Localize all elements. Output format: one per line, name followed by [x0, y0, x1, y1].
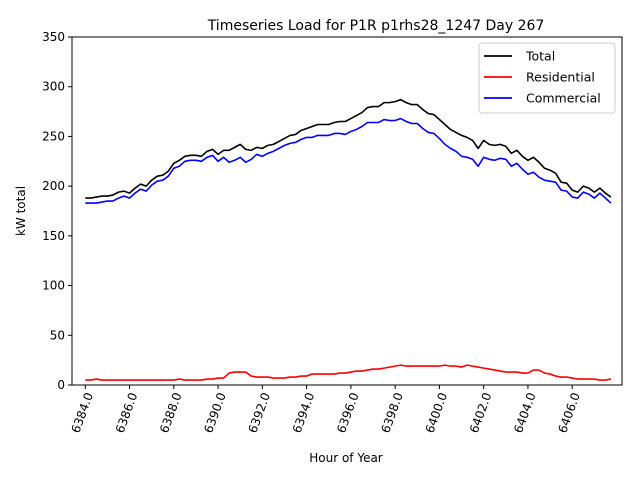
legend-label-commercial: Commercial: [526, 91, 601, 106]
legend-box: [478, 42, 616, 114]
y-tick-label: 50: [50, 328, 65, 342]
chart-title: Timeseries Load for P1R p1rhs28_1247 Day…: [207, 18, 545, 34]
y-axis: 0 50 100 150 200 250 300 350: [42, 30, 72, 392]
y-axis-label: kW total: [14, 186, 28, 236]
legend: Total Residential Commercial: [478, 42, 616, 114]
y-tick-label: 350: [42, 30, 65, 44]
legend-label-residential: Residential: [526, 70, 595, 85]
y-tick-label: 250: [42, 129, 65, 143]
plot-lines: [85, 98, 612, 381]
y-tick-label: 0: [57, 378, 65, 392]
series-line-commercial: [85, 117, 612, 204]
plot-frame: [71, 36, 623, 386]
series-line-total: [85, 98, 612, 199]
y-tick-label: 150: [42, 229, 65, 243]
series-line-residential: [85, 364, 612, 381]
y-tick-label: 100: [42, 279, 65, 293]
x-axis-label: Hour of Year: [309, 451, 383, 465]
y-tick-label: 300: [42, 80, 65, 94]
y-tick-label: 200: [42, 179, 65, 193]
legend-label-total: Total: [525, 49, 555, 64]
